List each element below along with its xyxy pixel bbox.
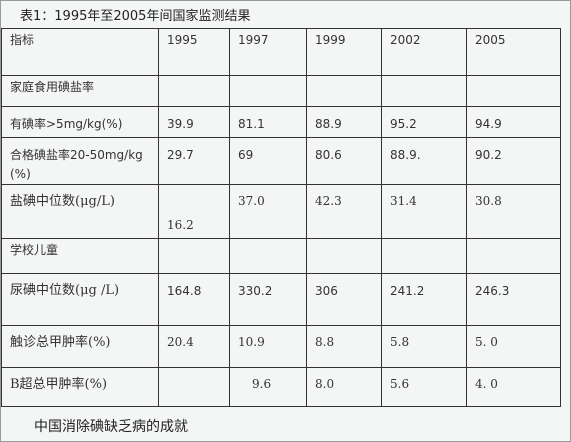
row-label: 家庭食用碘盐率	[1, 75, 159, 107]
cell-1995	[158, 75, 230, 107]
cell-1997: 10.9	[229, 325, 307, 368]
cell-2005: 30.8	[466, 184, 561, 239]
cell-2002: 241.2	[381, 273, 467, 326]
cell-2005	[466, 238, 561, 274]
monitoring-results-table: 指标 1995 1997 1999 2002 2005 家庭食用碘盐率 有碘率>…	[1, 28, 561, 407]
cell-1995	[158, 238, 230, 274]
table-row-qualified-iodized-salt: 合格碘盐率20-50mg/kg (%) 29.7 69 80.6 88.9. 9…	[1, 137, 561, 185]
header-year-2002: 2002	[381, 28, 467, 76]
cell-2002: 5.6	[381, 367, 467, 407]
row-label: 尿碘中位数(μg /L)	[1, 273, 159, 326]
cell-2005: 90.2	[466, 137, 561, 185]
row-label: 有碘率>5mg/kg(%)	[1, 106, 159, 138]
cell-1995: 29.7	[158, 137, 230, 185]
cell-1995: 16.2	[158, 184, 230, 239]
cell-2005: 4. 0	[466, 367, 561, 407]
header-year-1997: 1997	[229, 28, 307, 76]
table-row-urine-iodine-median: 尿碘中位数(μg /L) 164.8 330.2 306 241.2 246.3	[1, 273, 561, 326]
cell-2002: 95.2	[381, 106, 467, 138]
cell-2005: 5. 0	[466, 325, 561, 368]
row-label: 触诊总甲肿率(%)	[1, 325, 159, 368]
row-label: 学校儿童	[1, 238, 159, 274]
table-row-salt-iodine-median: 盐碘中位数(μg/L) 16.2 37.0 42.3 31.4 30.8	[1, 184, 561, 239]
header-year-2005: 2005	[466, 28, 561, 76]
row-label: 合格碘盐率20-50mg/kg (%)	[1, 137, 159, 185]
cell-1997: 37.0	[229, 184, 307, 239]
cell-1999: 8.8	[306, 325, 382, 368]
cell-2005	[466, 75, 561, 107]
cell-1997: 81.1	[229, 106, 307, 138]
figure-footer-caption: 中国消除碘缺乏病的成就	[34, 419, 188, 435]
table-row-palpation-goiter-rate: 触诊总甲肿率(%) 20.4 10.9 8.8 5.8 5. 0	[1, 325, 561, 368]
cell-1997: 69	[229, 137, 307, 185]
cell-1995: 39.9	[158, 106, 230, 138]
cell-1999: 306	[306, 273, 382, 326]
table-row-school-children: 学校儿童	[1, 238, 561, 274]
cell-1999: 42.3	[306, 184, 382, 239]
cell-1995: 164.8	[158, 273, 230, 326]
row-label: B超总甲肿率(%)	[1, 367, 159, 407]
cell-2002: 88.9.	[381, 137, 467, 185]
cell-2002: 31.4	[381, 184, 467, 239]
cell-2002: 5.8	[381, 325, 467, 368]
table-row-ultrasound-goiter-rate: B超总甲肿率(%) 9.6 8.0 5.6 4. 0	[1, 367, 561, 407]
cell-1997: 330.2	[229, 273, 307, 326]
table-row-household-iodized-salt: 家庭食用碘盐率	[1, 75, 561, 107]
cell-1997: 9.6	[229, 367, 307, 407]
cell-1995	[158, 367, 230, 407]
cell-1995: 20.4	[158, 325, 230, 368]
cell-1997	[229, 238, 307, 274]
cell-2005: 94.9	[466, 106, 561, 138]
cell-2005: 246.3	[466, 273, 561, 326]
cell-1999: 80.6	[306, 137, 382, 185]
cell-1999: 88.9	[306, 106, 382, 138]
header-year-1999: 1999	[306, 28, 382, 76]
table-caption: 表1：1995年至2005年间国家监测结果	[20, 9, 251, 24]
cell-2002	[381, 75, 467, 107]
cell-2002	[381, 238, 467, 274]
cell-1999	[306, 238, 382, 274]
cell-1997	[229, 75, 307, 107]
table-header-row: 指标 1995 1997 1999 2002 2005	[1, 28, 561, 76]
cell-1999	[306, 75, 382, 107]
cell-1999: 8.0	[306, 367, 382, 407]
table-row-iodine-rate: 有碘率>5mg/kg(%) 39.9 81.1 88.9 95.2 94.9	[1, 106, 561, 138]
header-indicator: 指标	[1, 28, 159, 76]
header-year-1995: 1995	[158, 28, 230, 76]
row-label: 盐碘中位数(μg/L)	[1, 184, 159, 239]
